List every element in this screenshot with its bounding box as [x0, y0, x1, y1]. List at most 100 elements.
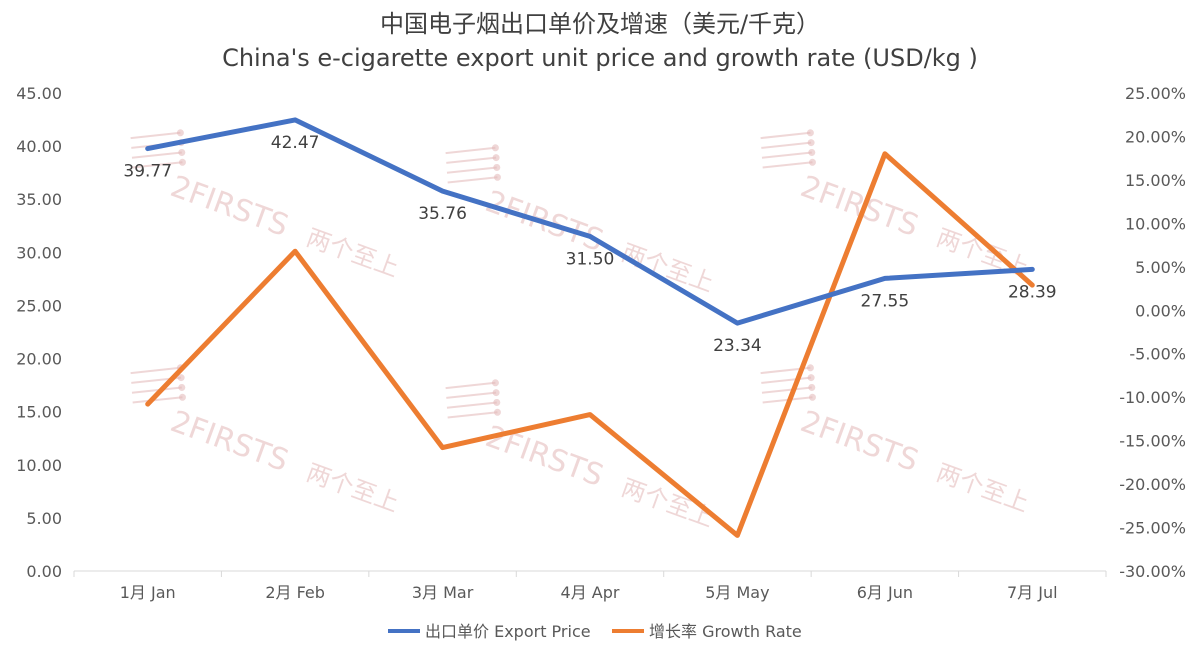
watermark-text-cn: 两个至上	[303, 223, 403, 282]
series-line-growth-rate	[145, 151, 1035, 538]
watermark-dot	[806, 129, 814, 137]
right-tick-label: 0.00%	[1135, 301, 1186, 320]
legend-label-price: 出口单价 Export Price	[425, 622, 591, 641]
watermark-strand	[131, 386, 182, 394]
legend: 出口单价 Export Price 增长率 Growth Rate	[388, 622, 802, 641]
watermark-strand	[447, 176, 498, 184]
watermark-strand	[761, 376, 812, 384]
watermark-dot	[493, 163, 501, 171]
series-layer	[145, 117, 1035, 538]
right-tick-label: 5.00%	[1135, 258, 1186, 277]
watermark-dot	[178, 158, 186, 166]
left-tick-label: 5.00	[26, 509, 62, 528]
left-tick-label: 20.00	[16, 350, 62, 369]
right-tick-label: 25.00%	[1125, 84, 1186, 103]
watermark-strand	[761, 151, 812, 159]
watermark-text-cn: 两个至上	[303, 458, 403, 517]
watermark-dot	[807, 374, 815, 382]
data-label-price: 39.77	[123, 162, 172, 182]
watermark-text: 2FIRSTS	[481, 419, 608, 494]
category-label: 7月 Jul	[1007, 583, 1058, 602]
right-tick-label: -5.00%	[1129, 345, 1186, 364]
data-label-price: 28.39	[1008, 282, 1057, 302]
watermark-dot	[492, 389, 500, 397]
watermark-dot	[177, 374, 185, 382]
right-axis-ticks: -30.00% -25.00% -20.00% -15.00% -10.00% -5.00…	[1119, 84, 1186, 581]
watermark-text: 2FIRSTS	[166, 169, 293, 244]
left-tick-label: 30.00	[16, 243, 62, 262]
left-tick-label: 45.00	[16, 84, 62, 103]
category-label: 6月 Jun	[857, 583, 913, 602]
legend-label-growth: 增长率 Growth Rate	[649, 622, 802, 641]
watermark-strand	[132, 161, 183, 169]
watermark-text: 2FIRSTS	[796, 404, 923, 479]
category-label: 1月 Jan	[120, 583, 176, 602]
right-tick-label: -20.00%	[1119, 475, 1186, 494]
left-tick-label: 10.00	[16, 456, 62, 475]
right-tick-label: 15.00%	[1125, 171, 1186, 190]
left-tick-label: 40.00	[16, 137, 62, 156]
data-labels: 39.77 42.47 35.76 31.50 23.34 27.55 28.39	[123, 133, 1056, 356]
watermark-strand	[132, 396, 183, 404]
watermark-strand	[445, 146, 496, 155]
watermark-text-cn: 两个至上	[618, 473, 718, 532]
watermark-dot	[491, 144, 499, 152]
watermark-strand	[130, 131, 181, 140]
watermark-dot	[178, 148, 186, 156]
right-tick-label: -25.00%	[1119, 519, 1186, 538]
watermark-strand	[761, 386, 812, 394]
x-axis-ticks	[73, 571, 1107, 577]
category-label: 5月 May	[705, 583, 769, 602]
watermark-dot	[807, 139, 815, 147]
watermark-dot	[808, 148, 816, 156]
watermark-dot	[491, 379, 499, 387]
watermark-strand	[446, 166, 497, 174]
watermark-strand	[446, 401, 497, 409]
watermark-dot	[178, 393, 186, 401]
watermark-dot	[178, 383, 186, 391]
left-axis-ticks: 0.00 5.00 10.00 15.00 20.00 25.00 30.00 35.00 40…	[16, 84, 62, 581]
left-tick-label: 15.00	[16, 403, 62, 422]
right-tick-label: -30.00%	[1119, 562, 1186, 581]
category-label: 2月 Feb	[265, 583, 325, 602]
right-tick-label: 20.00%	[1125, 127, 1186, 146]
data-label-price: 31.50	[566, 249, 615, 269]
watermark-text-cn: 两个至上	[933, 458, 1033, 517]
watermark-strand	[130, 366, 181, 375]
chart-subtitle: China's e-cigarette export unit price an…	[222, 44, 978, 72]
left-tick-label: 25.00	[16, 296, 62, 315]
watermark-text: 2FIRSTS	[166, 404, 293, 479]
watermark-dot	[176, 129, 184, 137]
watermark-dot	[808, 383, 816, 391]
right-tick-label: -15.00%	[1119, 432, 1186, 451]
watermark-dot	[808, 393, 816, 401]
watermark-strand	[445, 381, 496, 390]
category-label: 3月 Mar	[412, 583, 474, 602]
watermark-strand	[446, 391, 497, 399]
watermark-dot	[493, 173, 501, 181]
data-label-price: 27.55	[861, 291, 910, 311]
data-label-price: 23.34	[713, 336, 762, 356]
watermark-dot	[493, 398, 501, 406]
watermark-dot	[493, 408, 501, 416]
watermark-text-cn: 两个至上	[618, 238, 718, 297]
watermark-strand	[447, 411, 498, 419]
watermark-text: 2FIRSTS	[796, 169, 923, 244]
category-labels: 1月 Jan 2月 Feb 3月 Mar 4月 Apr 5月 May 6月 Jun 7月 J…	[120, 583, 1058, 602]
left-tick-label: 0.00	[26, 562, 62, 581]
watermark-strand	[760, 131, 811, 140]
data-label-price: 35.76	[418, 204, 467, 224]
data-label-price: 42.47	[271, 133, 320, 153]
watermark-dot	[808, 158, 816, 166]
left-tick-label: 35.00	[16, 190, 62, 209]
right-tick-label: 10.00%	[1125, 214, 1186, 233]
watermark-dot	[806, 364, 814, 372]
watermark-strand	[446, 156, 497, 164]
